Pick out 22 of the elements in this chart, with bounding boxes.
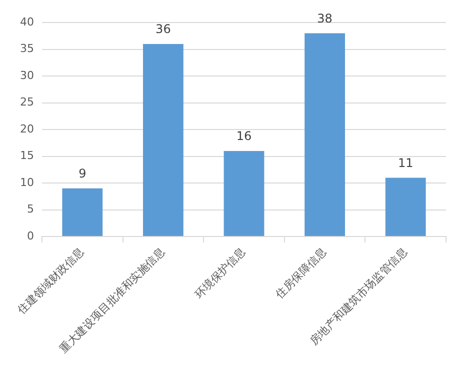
y-tick-label: 25	[20, 96, 34, 109]
x-tick-label: 住房保障信息	[273, 245, 329, 302]
data-label: 36	[156, 22, 171, 36]
y-tick-label: 0	[26, 229, 34, 242]
y-tick-label: 5	[26, 202, 34, 216]
data-label: 38	[317, 11, 332, 26]
data-label: 11	[398, 156, 414, 170]
y-tick-label: 15	[20, 149, 34, 162]
data-label: 9	[78, 166, 86, 181]
y-tick-label: 30	[20, 68, 34, 82]
y-tick-label: 40	[20, 15, 34, 28]
x-tick-label: 环境保护信息	[192, 245, 248, 302]
y-tick-label: 35	[20, 42, 34, 56]
bar	[304, 33, 345, 236]
y-tick-label: 10	[20, 176, 34, 189]
x-tick-label: 住建领域财政信息	[15, 245, 87, 317]
bar	[385, 178, 426, 236]
bar	[224, 150, 264, 236]
y-tick-label: 20	[20, 122, 34, 136]
bar	[143, 44, 184, 236]
bar	[62, 188, 103, 236]
data-label: 16	[236, 129, 252, 144]
